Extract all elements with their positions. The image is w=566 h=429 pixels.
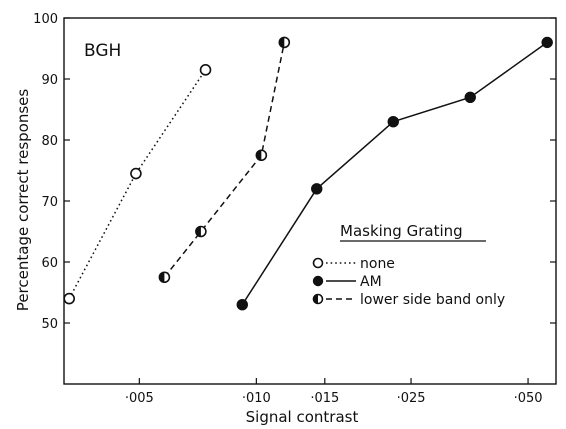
legend-label: lower side band only (360, 292, 505, 308)
data-point (199, 64, 212, 76)
legend-entries: none AM lower side band only (312, 256, 505, 308)
x-tick-label: ·005 (125, 391, 154, 406)
plot-frame (63, 17, 557, 385)
data-point (130, 167, 142, 180)
legend-entry: AM (312, 274, 382, 290)
legend-entry: lower side band only (312, 292, 505, 308)
data-point (311, 183, 323, 195)
data-point (387, 115, 399, 128)
y-tick-label: 60 (41, 256, 58, 271)
legend-entry: none (312, 256, 395, 272)
data-point (195, 225, 207, 238)
y-tick-label: 70 (41, 195, 58, 210)
legend-marker (312, 275, 324, 287)
plot-border (63, 17, 557, 385)
data-point (63, 292, 75, 305)
legend-title: Masking Grating (340, 222, 463, 240)
data-point (541, 36, 553, 49)
data-point (158, 271, 171, 284)
y-axis-ticks: 50 60 70 80 90 100 (33, 12, 556, 332)
y-tick-label: 100 (33, 12, 58, 27)
panel-label: BGH (84, 41, 121, 61)
x-axis-title: Signal contrast (246, 408, 359, 426)
legend-label: none (360, 256, 395, 272)
legend-label: AM (360, 274, 382, 290)
y-tick-label: 80 (41, 134, 58, 149)
x-tick-label: ·015 (310, 391, 339, 406)
legend: Masking Grating none AM lower side band on… (312, 222, 505, 308)
legend-marker (312, 293, 324, 305)
x-tick-label: ·010 (242, 391, 271, 406)
legend-marker (312, 257, 324, 269)
series-none (63, 64, 212, 305)
y-tick-label: 50 (41, 317, 58, 332)
series-am (236, 36, 553, 311)
y-axis-title: Percentage correct responses (14, 89, 32, 312)
series-lower-side-band-only (158, 36, 291, 284)
x-axis-ticks: ·005 ·010 ·015 ·025 ·050 (125, 378, 543, 406)
data-point (255, 149, 268, 162)
x-tick-label: ·050 (514, 391, 543, 406)
series-line (163, 42, 286, 278)
series-layer (63, 36, 553, 311)
data-point (464, 91, 476, 104)
y-tick-label: 90 (41, 73, 58, 88)
x-tick-label: ·025 (397, 391, 426, 406)
data-point (236, 299, 248, 311)
data-point (278, 36, 291, 49)
series-line (68, 69, 207, 299)
